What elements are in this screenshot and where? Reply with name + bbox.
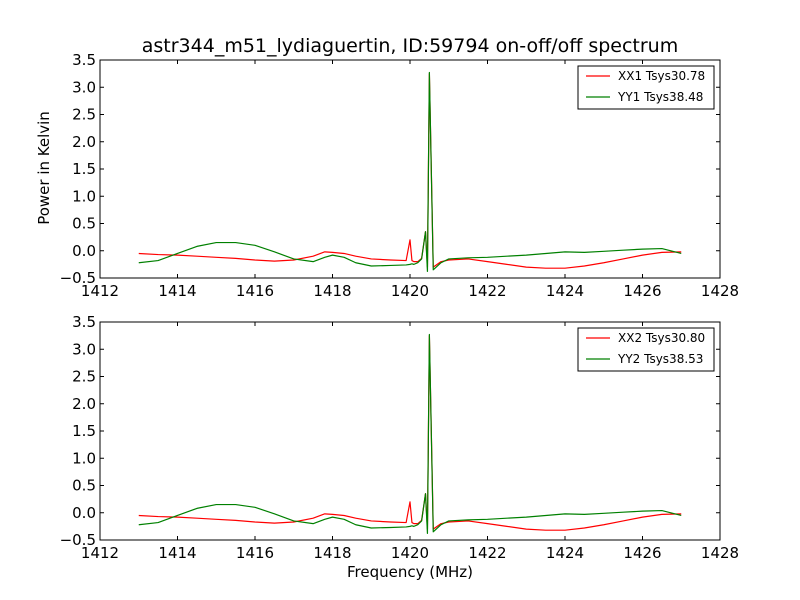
figure-title: astr344_m51_lydiaguertin, ID:59794 on-of… [142, 35, 678, 57]
y-tick-label: 1.0 [72, 187, 96, 205]
y-tick-label: 0.5 [72, 477, 96, 495]
x-tick-label: 1422 [468, 544, 506, 562]
y-tick-label: −0.5 [60, 531, 96, 549]
x-tick-label: 1420 [391, 544, 429, 562]
legend-label-yy: YY1 Tsys38.48 [617, 90, 703, 104]
x-tick-label: 1428 [701, 544, 739, 562]
x-tick-label: 1426 [623, 282, 661, 300]
x-tick-label: 1422 [468, 282, 506, 300]
top-spectrum-panel: 1412 1414 1416 1418 1420 1422 1424 1426 1428 −0.5… [60, 51, 740, 300]
x-tick-label: 1424 [546, 544, 584, 562]
y-tick-label: 2.0 [72, 395, 96, 413]
x-tick-label: 1412 [81, 544, 119, 562]
y-tick-label: −0.5 [60, 269, 96, 287]
x-tick-label: 1418 [313, 282, 351, 300]
legend-label-xx: XX2 Tsys30.80 [618, 331, 705, 345]
series-line-yy-1 [138, 71, 682, 273]
y-tick-label: 3.0 [72, 78, 96, 96]
x-tick-label: 1416 [236, 544, 274, 562]
y-tick-label: 0.0 [72, 242, 96, 260]
y-tick-label: 0.0 [72, 504, 96, 522]
y-axis-label: Power in Kelvin [35, 111, 53, 225]
x-axis-label: Frequency (MHz) [347, 563, 473, 581]
y-tick-label: 3.0 [72, 340, 96, 358]
x-tick-label: 1424 [546, 282, 584, 300]
series-line-xx-1 [138, 73, 682, 269]
y-tick-label: 0.5 [72, 215, 96, 233]
y-tick-label: 2.0 [72, 133, 96, 151]
x-tick-label: 1416 [236, 282, 274, 300]
x-tick-label: 1428 [701, 282, 739, 300]
series-line-xx-2 [138, 335, 682, 531]
y-tick-label: 1.0 [72, 449, 96, 467]
x-tick-label: 1414 [158, 282, 196, 300]
series-line-yy-2 [138, 333, 682, 535]
y-tick-label: 1.5 [72, 160, 96, 178]
y-tick-label: 2.5 [72, 368, 96, 386]
y-tick-label: 3.5 [72, 313, 96, 331]
x-tick-label: 1412 [81, 282, 119, 300]
bottom-spectrum-panel: 1412 1414 1416 1418 1420 1422 1424 1426 1428 −0.5… [60, 313, 740, 562]
y-tick-label: 3.5 [72, 51, 96, 69]
legend: XX2 Tsys30.80 YY2 Tsys38.53 [577, 327, 715, 372]
x-tick-label: 1426 [623, 544, 661, 562]
legend-label-yy: YY2 Tsys38.53 [617, 352, 703, 366]
y-tick-label: 2.5 [72, 106, 96, 124]
y-tick-label: 1.5 [72, 422, 96, 440]
legend-label-xx: XX1 Tsys30.78 [618, 69, 705, 83]
x-tick-label: 1418 [313, 544, 351, 562]
x-tick-label: 1414 [158, 544, 196, 562]
legend-box [577, 65, 715, 110]
legend-box [577, 327, 715, 372]
legend: XX1 Tsys30.78 YY1 Tsys38.48 [577, 65, 715, 110]
x-tick-label: 1420 [391, 282, 429, 300]
